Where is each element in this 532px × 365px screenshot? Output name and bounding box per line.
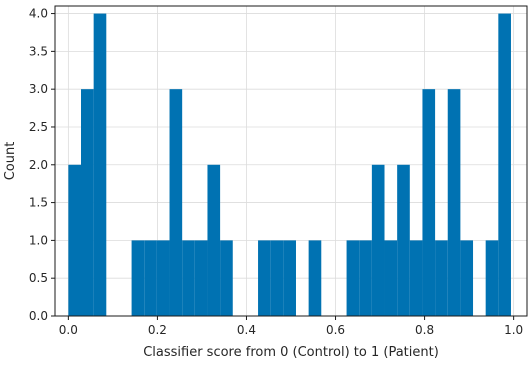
y-tick-label: 2.5 xyxy=(29,120,48,134)
ticks-layer: 0.0 0.2 0.4 0.6 0.8 1.0 0.0 0.5 1.0 1.5 2.0 2.5 3.0 3… xyxy=(29,7,523,337)
histogram-bar xyxy=(498,13,511,317)
histogram-bar xyxy=(144,240,157,316)
x-tick-label: 0.6 xyxy=(326,323,345,337)
histogram-bar xyxy=(156,240,170,316)
bars-layer xyxy=(68,13,511,317)
histogram-bar xyxy=(207,164,221,316)
histogram-bar xyxy=(169,89,183,316)
histogram-bar xyxy=(68,164,82,316)
histogram-bar xyxy=(359,240,372,316)
plot-frame xyxy=(54,5,528,317)
histogram-bar xyxy=(371,164,385,316)
histogram-bar xyxy=(460,240,474,316)
y-tick-label: 1.0 xyxy=(29,233,48,247)
x-tick-label: 0.8 xyxy=(415,323,434,337)
histogram-bar xyxy=(93,13,107,317)
histogram-bar xyxy=(182,240,195,316)
histogram-bar xyxy=(283,240,296,316)
x-tick-label: 0.4 xyxy=(237,323,256,337)
histogram-bar xyxy=(270,240,284,316)
x-axis-label: Classifier score from 0 (Control) to 1 (… xyxy=(143,345,439,360)
y-tick-label: 3.5 xyxy=(29,44,48,58)
x-tick-label: 1.0 xyxy=(504,323,523,337)
histogram-bar xyxy=(131,240,145,316)
y-tick-label: 0.5 xyxy=(29,271,48,285)
histogram-bar xyxy=(485,240,499,316)
y-tick-label: 4.0 xyxy=(29,7,48,21)
histogram-bar xyxy=(308,240,322,316)
y-tick-label: 3.0 xyxy=(29,82,48,96)
histogram-bar xyxy=(447,89,461,316)
histogram-bar xyxy=(384,240,398,316)
histogram-bar xyxy=(409,240,423,316)
y-tick-label: 0.0 xyxy=(29,309,48,323)
histogram-bar xyxy=(258,240,271,316)
histogram-bar xyxy=(422,89,436,316)
histogram-bar xyxy=(220,240,233,316)
histogram-bar xyxy=(346,240,360,316)
y-tick-label: 2.0 xyxy=(29,158,48,172)
x-tick-label: 0.0 xyxy=(59,323,78,337)
y-axis-label: Count xyxy=(3,142,18,181)
histogram-bar xyxy=(397,164,410,316)
histogram-bar xyxy=(194,240,208,316)
x-tick-label: 0.2 xyxy=(148,323,167,337)
y-tick-label: 1.5 xyxy=(29,196,48,210)
histogram-bar xyxy=(81,89,94,316)
histogram-bar xyxy=(435,240,448,316)
